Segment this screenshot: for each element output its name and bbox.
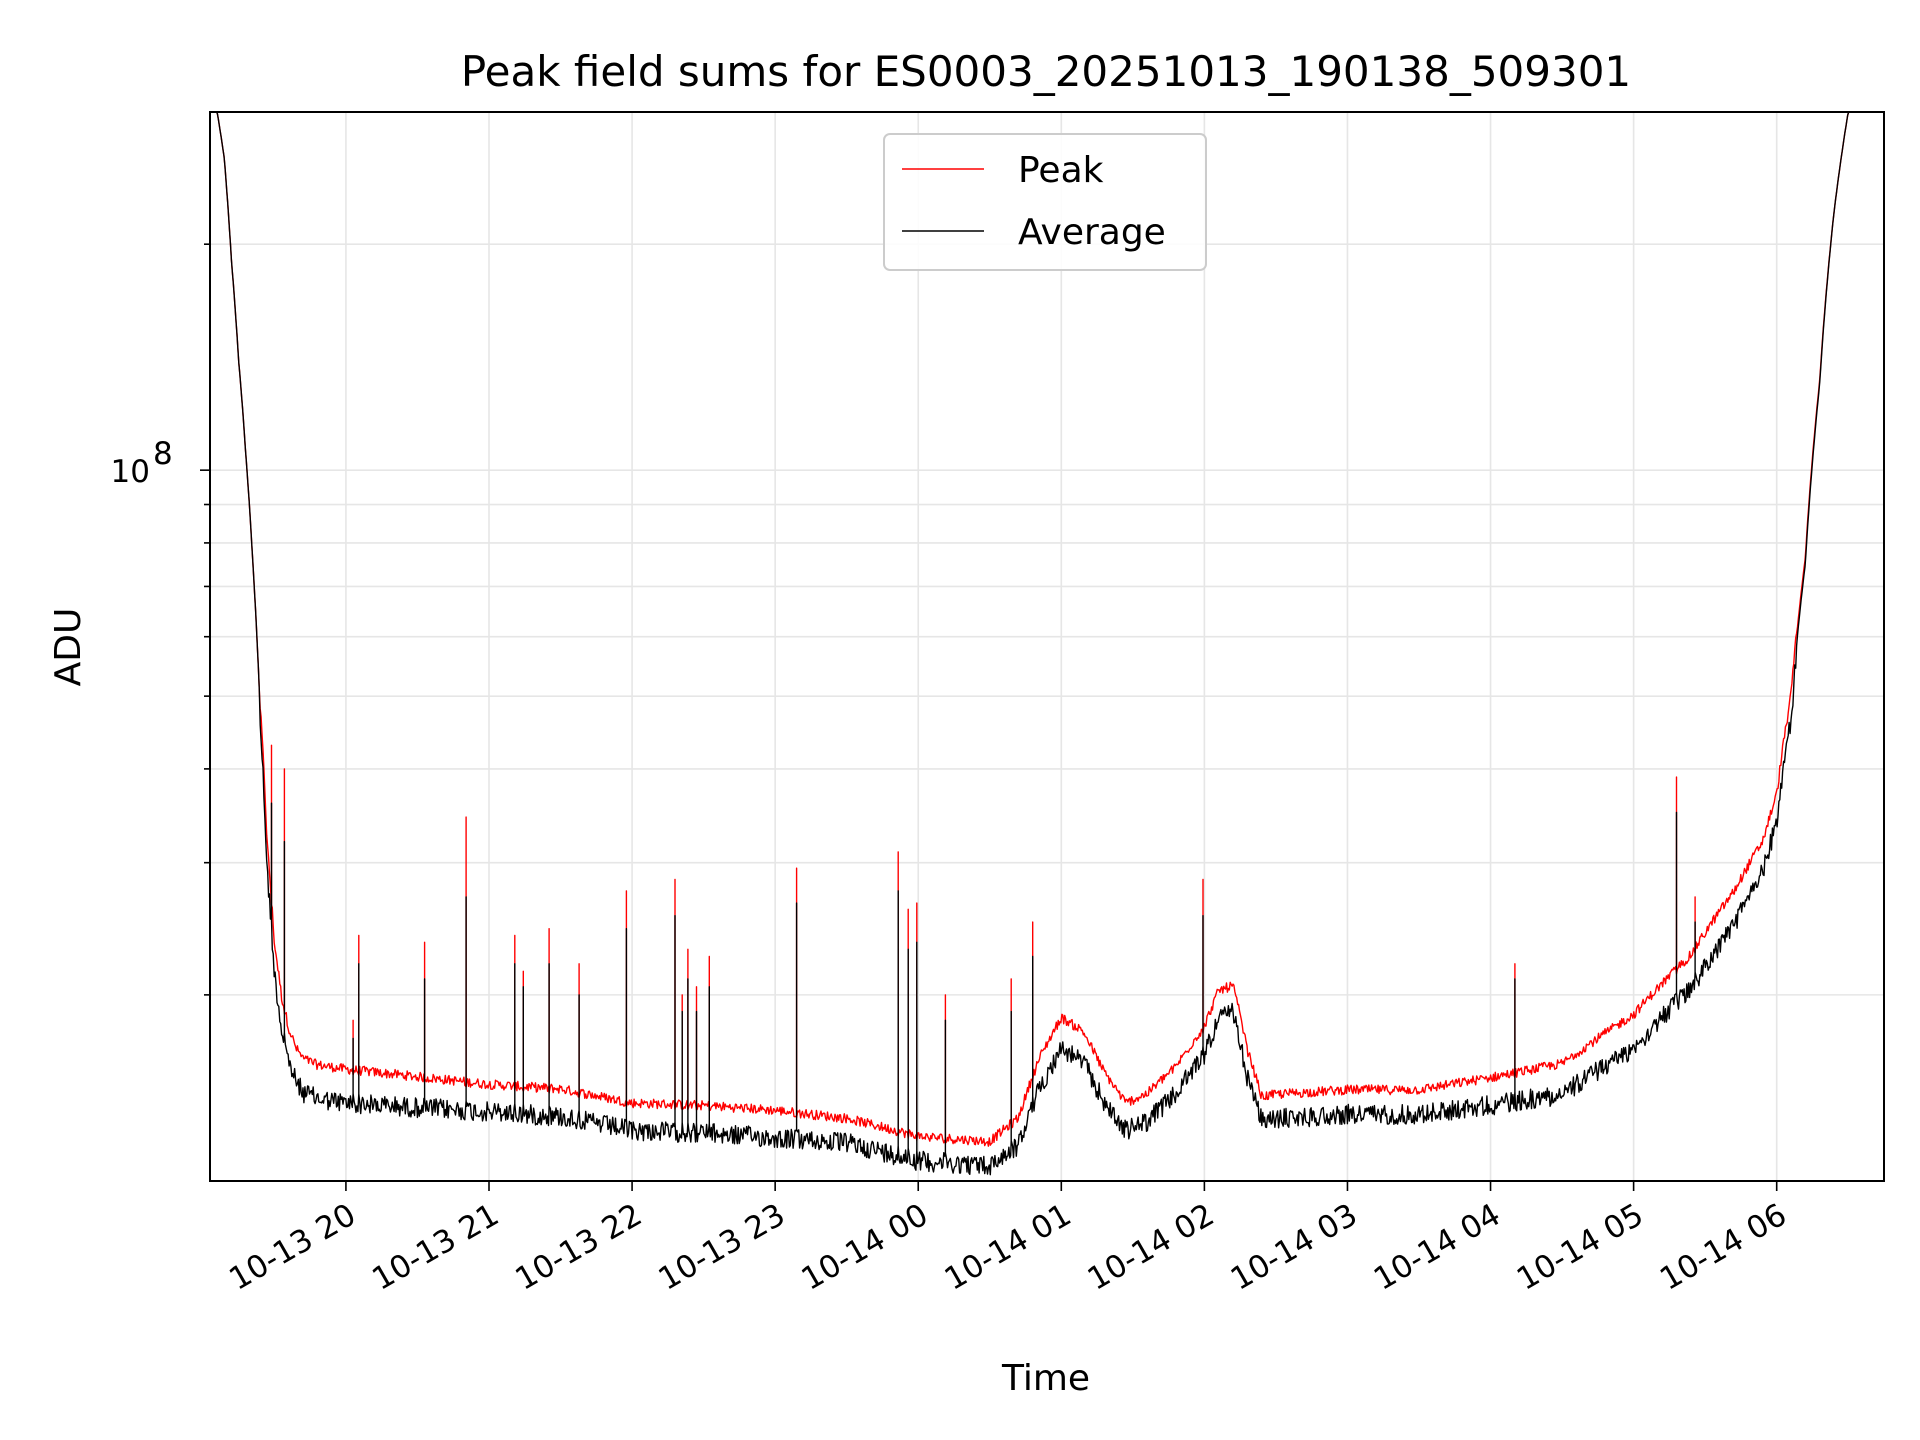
plot-frame [209,111,1885,1182]
series-layer [210,112,1884,1176]
chart-title: Peak field sums for ES0003_20251013_1901… [461,47,1631,96]
legend-label-peak: Peak [1018,150,1104,191]
grid-lines [210,112,1884,1181]
x-axis-label: Time [1001,1358,1090,1399]
legend-label-average: Average [1018,212,1166,253]
plot-area: 10 8 10-13 20 10-13 21 10-13 22 10-13 23 10-1… [111,111,1885,1298]
y-axis-label: ADU [48,608,89,687]
series-line-peak [210,112,1884,1147]
series-line-average [210,112,1884,1176]
y-axis: 10 8 [111,243,210,996]
y-tick-exponent: 8 [153,436,173,472]
legend-frame [883,133,1207,271]
legend: Peak Average [883,133,1207,271]
y-tick-label: 10 [111,454,150,490]
